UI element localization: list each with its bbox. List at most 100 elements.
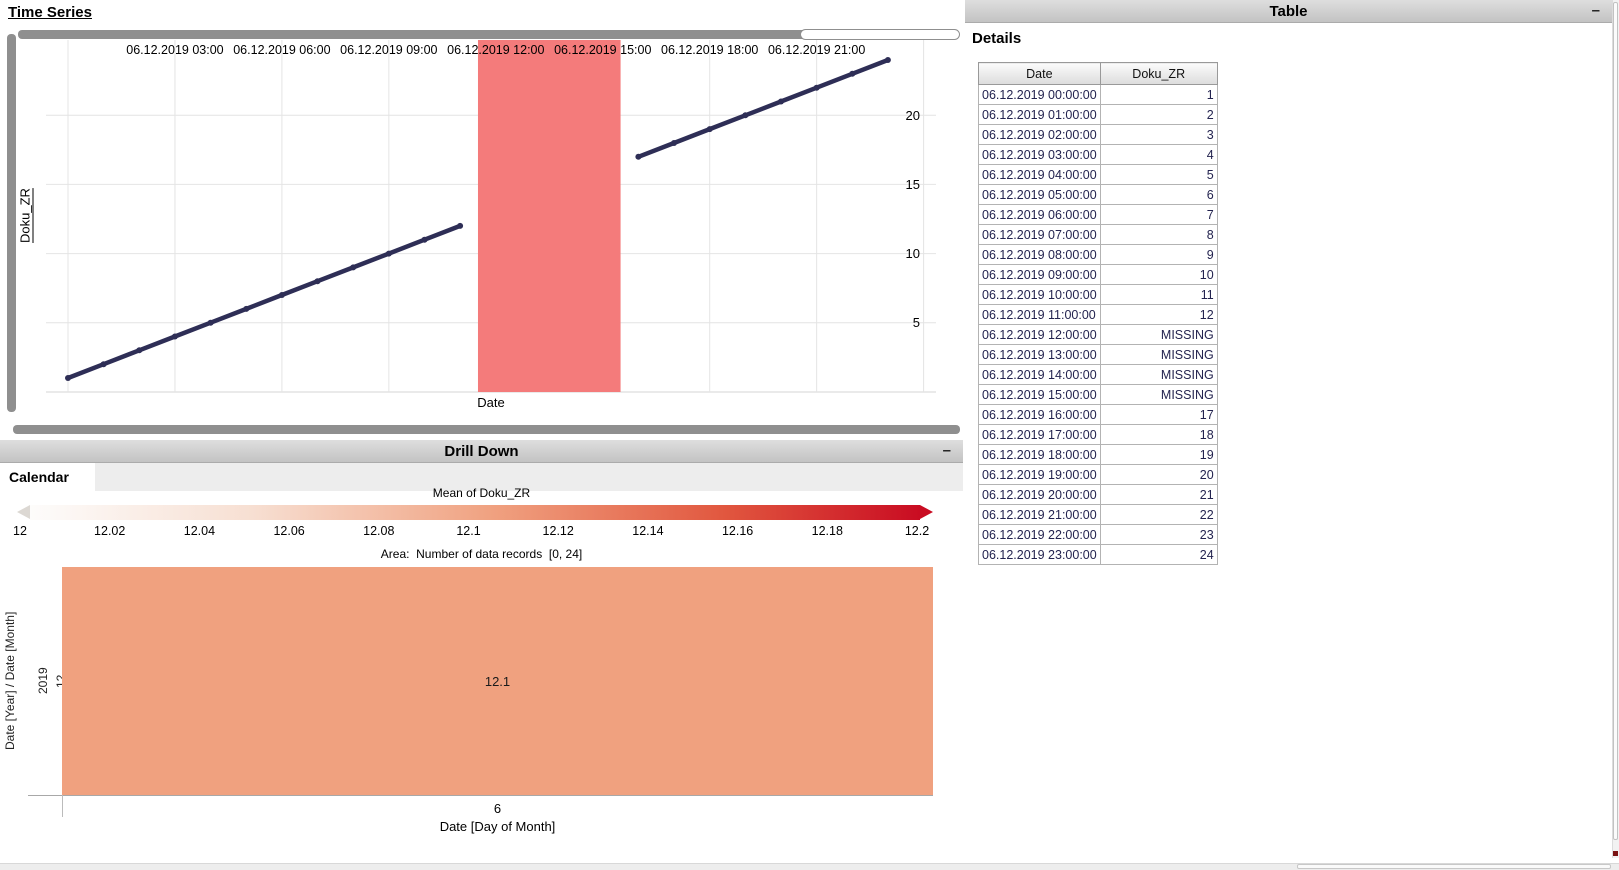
- cell-date[interactable]: 06.12.2019 13:00:00: [978, 344, 1101, 365]
- legend-tick-row: 12 12.02 12.04 12.06 12.08 12.1 12.12 12.14 12.1…: [0, 524, 963, 540]
- svg-text:06.12.2019 06:00: 06.12.2019 06:00: [233, 43, 330, 57]
- cell-doku-zr[interactable]: 17: [1099, 404, 1218, 425]
- cell-doku-zr[interactable]: 1: [1099, 84, 1218, 105]
- cell-doku-zr[interactable]: 9: [1099, 244, 1218, 265]
- table-row[interactable]: 06.12.2019 09:00:00 10: [978, 264, 1218, 285]
- cell-date[interactable]: 06.12.2019 22:00:00: [978, 524, 1101, 545]
- bottom-scrollbar-thumb[interactable]: [1297, 864, 1611, 869]
- cell-doku-zr[interactable]: MISSING: [1099, 344, 1218, 365]
- cell-doku-zr[interactable]: 19: [1099, 444, 1218, 465]
- table-row[interactable]: 06.12.2019 17:00:00 18: [978, 424, 1218, 445]
- bottom-scrollbar-track[interactable]: [0, 863, 1619, 870]
- cell-date[interactable]: 06.12.2019 00:00:00: [978, 84, 1101, 105]
- details-table-header-row: Date Doku_ZR: [978, 62, 1218, 85]
- table-row[interactable]: 06.12.2019 10:00:00 11: [978, 284, 1218, 305]
- cell-doku-zr[interactable]: 12: [1099, 304, 1218, 325]
- table-row[interactable]: 06.12.2019 12:00:00 MISSING: [978, 324, 1218, 345]
- column-header-doku-zr[interactable]: Doku_ZR: [1099, 62, 1218, 85]
- table-row[interactable]: 06.12.2019 15:00:00 MISSING: [978, 384, 1218, 405]
- x-axis-zoom-slider-handle[interactable]: [800, 29, 960, 40]
- cell-doku-zr[interactable]: MISSING: [1099, 384, 1218, 405]
- cell-date[interactable]: 06.12.2019 19:00:00: [978, 464, 1101, 485]
- cell-date[interactable]: 06.12.2019 07:00:00: [978, 224, 1101, 245]
- cell-doku-zr[interactable]: MISSING: [1099, 364, 1218, 385]
- time-series-plot[interactable]: 06.12.2019 03:00 06.12.2019 06:00 06.12.20…: [46, 40, 936, 393]
- heatmap-x-axis-label[interactable]: Date [Day of Month]: [439, 819, 556, 834]
- tab-calendar-label: Calendar: [9, 469, 69, 485]
- cell-doku-zr[interactable]: MISSING: [1099, 324, 1218, 345]
- cell-doku-zr[interactable]: 21: [1099, 484, 1218, 505]
- cell-date[interactable]: 06.12.2019 15:00:00: [978, 384, 1101, 405]
- tab-calendar[interactable]: Calendar: [0, 463, 95, 491]
- color-gradient-bar[interactable]: [30, 505, 920, 520]
- table-row[interactable]: 06.12.2019 01:00:00 2: [978, 104, 1218, 125]
- cell-doku-zr[interactable]: 5: [1099, 164, 1218, 185]
- table-row[interactable]: 06.12.2019 20:00:00 21: [978, 484, 1218, 505]
- cell-date[interactable]: 06.12.2019 03:00:00: [978, 144, 1101, 165]
- cell-doku-zr[interactable]: 2: [1099, 104, 1218, 125]
- cell-doku-zr[interactable]: 10: [1099, 264, 1218, 285]
- cell-doku-zr[interactable]: 11: [1099, 284, 1218, 305]
- table-row[interactable]: 06.12.2019 04:00:00 5: [978, 164, 1218, 185]
- table-row[interactable]: 06.12.2019 08:00:00 9: [978, 244, 1218, 265]
- table-row[interactable]: 06.12.2019 16:00:00 17: [978, 404, 1218, 425]
- y-axis-zoom-slider[interactable]: [7, 34, 16, 412]
- table-row[interactable]: 06.12.2019 21:00:00 22: [978, 504, 1218, 525]
- cell-date[interactable]: 06.12.2019 14:00:00: [978, 364, 1101, 385]
- cell-date[interactable]: 06.12.2019 16:00:00: [978, 404, 1101, 425]
- table-row[interactable]: 06.12.2019 03:00:00 4: [978, 144, 1218, 165]
- table-row[interactable]: 06.12.2019 06:00:00 7: [978, 204, 1218, 225]
- table-row[interactable]: 06.12.2019 00:00:00 1: [978, 84, 1218, 105]
- table-minimize-button[interactable]: –: [1591, 2, 1600, 19]
- cell-date[interactable]: 06.12.2019 04:00:00: [978, 164, 1101, 185]
- drill-down-minimize-button[interactable]: –: [942, 442, 951, 459]
- cell-doku-zr[interactable]: 8: [1099, 224, 1218, 245]
- cell-doku-zr[interactable]: 6: [1099, 184, 1218, 205]
- table-row[interactable]: 06.12.2019 19:00:00 20: [978, 464, 1218, 485]
- cell-date[interactable]: 06.12.2019 01:00:00: [978, 104, 1101, 125]
- table-row[interactable]: 06.12.2019 05:00:00 6: [978, 184, 1218, 205]
- cell-doku-zr[interactable]: 22: [1099, 504, 1218, 525]
- cell-date[interactable]: 06.12.2019 17:00:00: [978, 424, 1101, 445]
- table-row[interactable]: 06.12.2019 11:00:00 12: [978, 304, 1218, 325]
- cell-date[interactable]: 06.12.2019 20:00:00: [978, 484, 1101, 505]
- cell-date[interactable]: 06.12.2019 05:00:00: [978, 184, 1101, 205]
- table-row[interactable]: 06.12.2019 07:00:00 8: [978, 224, 1218, 245]
- cell-date[interactable]: 06.12.2019 06:00:00: [978, 204, 1101, 225]
- cell-date[interactable]: 06.12.2019 10:00:00: [978, 284, 1101, 305]
- legend-tick: 12: [13, 524, 27, 538]
- table-row[interactable]: 06.12.2019 13:00:00 MISSING: [978, 344, 1218, 365]
- legend-tick: 12.12: [542, 524, 574, 538]
- heatmap-cell[interactable]: 12.1: [62, 567, 933, 795]
- cell-doku-zr[interactable]: 23: [1099, 524, 1218, 545]
- time-series-y-axis-selector[interactable]: Doku_ZR: [17, 188, 33, 244]
- cell-date[interactable]: 06.12.2019 08:00:00: [978, 244, 1101, 265]
- table-row[interactable]: 06.12.2019 23:00:00 24: [978, 544, 1218, 565]
- time-series-chart[interactable]: 06.12.2019 03:00 06.12.2019 06:00 06.12.20…: [46, 40, 936, 393]
- table-row[interactable]: 06.12.2019 18:00:00 19: [978, 444, 1218, 465]
- bottom-scrollbar[interactable]: [13, 425, 960, 434]
- cell-doku-zr[interactable]: 20: [1099, 464, 1218, 485]
- right-scrollbar-thumb[interactable]: [1613, 2, 1618, 840]
- cell-doku-zr[interactable]: 18: [1099, 424, 1218, 445]
- cell-date[interactable]: 06.12.2019 23:00:00: [978, 544, 1101, 565]
- cell-date[interactable]: 06.12.2019 21:00:00: [978, 504, 1101, 525]
- cell-doku-zr[interactable]: 3: [1099, 124, 1218, 145]
- table-row[interactable]: 06.12.2019 02:00:00 3: [978, 124, 1218, 145]
- cell-date[interactable]: 06.12.2019 09:00:00: [978, 264, 1101, 285]
- column-header-date[interactable]: Date: [978, 62, 1101, 85]
- cell-doku-zr[interactable]: 24: [1099, 544, 1218, 565]
- heatmap-x-axis-line: [28, 795, 933, 796]
- cell-date[interactable]: 06.12.2019 02:00:00: [978, 124, 1101, 145]
- heatmap-y-axis-label[interactable]: Date [Year] / Date [Month]: [3, 611, 17, 751]
- table-row[interactable]: 06.12.2019 14:00:00 MISSING: [978, 364, 1218, 385]
- cell-date[interactable]: 06.12.2019 11:00:00: [978, 304, 1101, 325]
- cell-date[interactable]: 06.12.2019 18:00:00: [978, 444, 1101, 465]
- cell-doku-zr[interactable]: 7: [1099, 204, 1218, 225]
- cell-doku-zr[interactable]: 4: [1099, 144, 1218, 165]
- cell-date[interactable]: 06.12.2019 12:00:00: [978, 324, 1101, 345]
- legend-arrow-right-icon: [920, 505, 933, 519]
- details-heading: Details: [972, 30, 1022, 47]
- x-axis-zoom-slider[interactable]: [18, 30, 804, 39]
- table-row[interactable]: 06.12.2019 22:00:00 23: [978, 524, 1218, 545]
